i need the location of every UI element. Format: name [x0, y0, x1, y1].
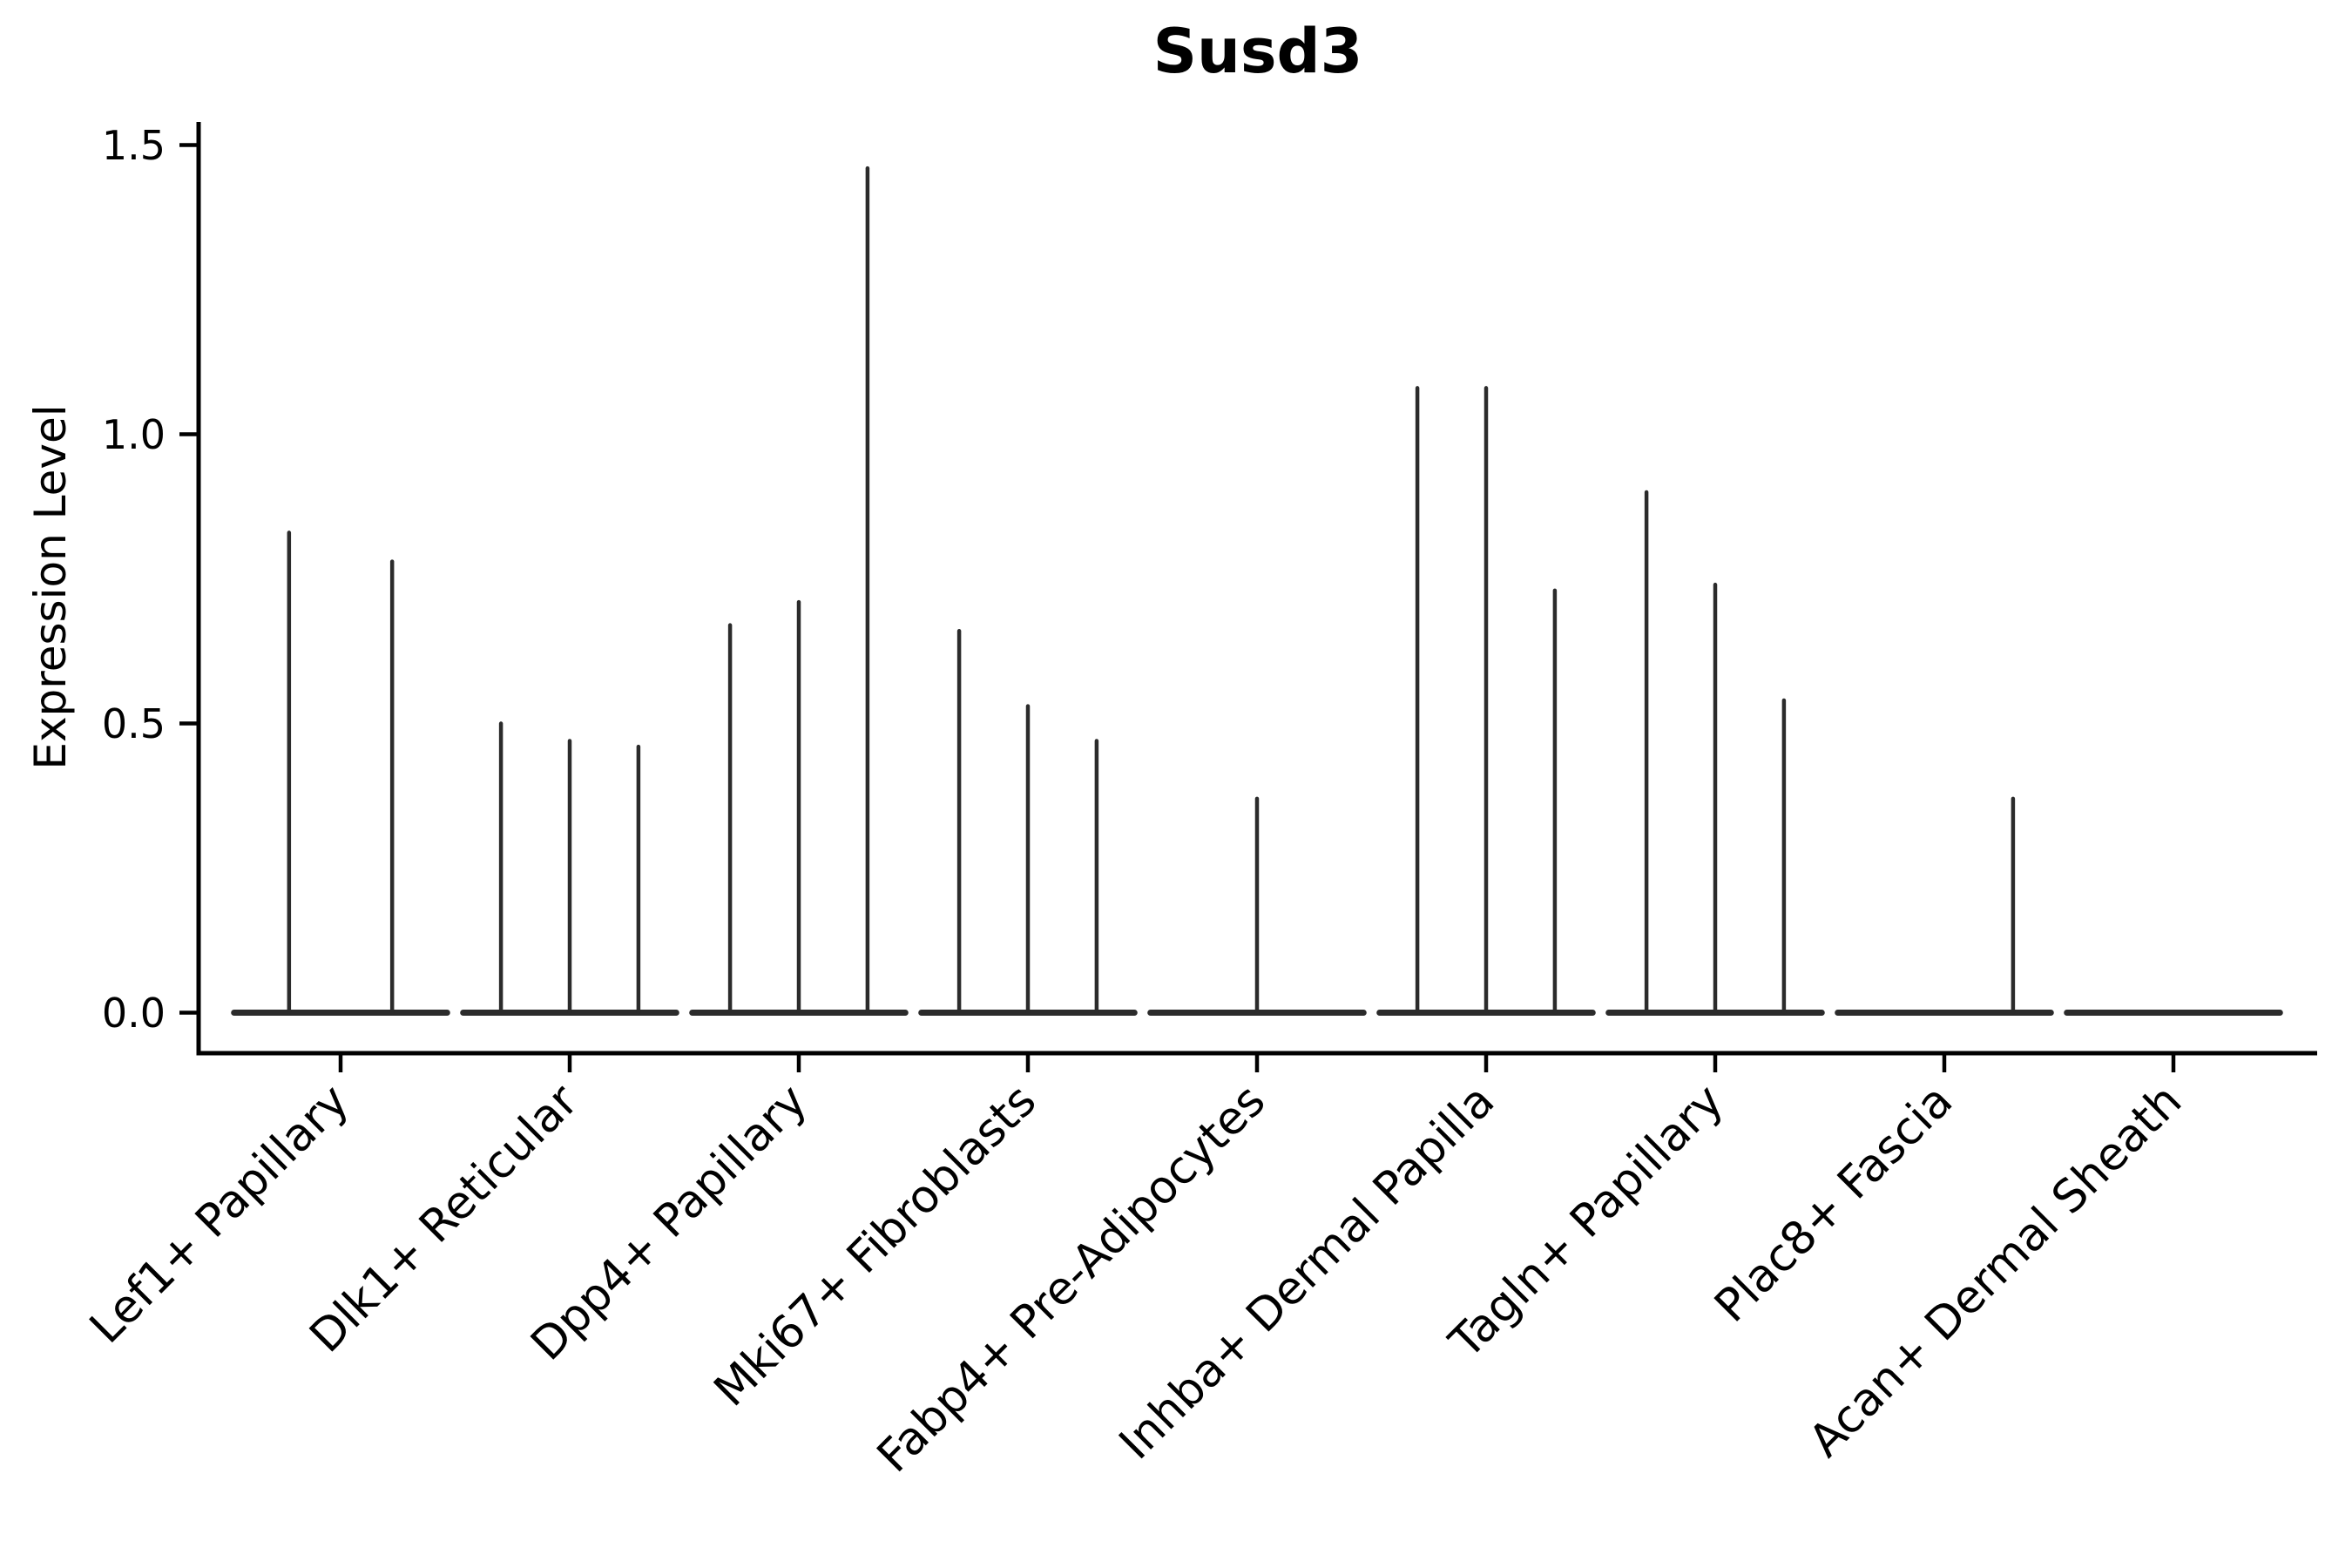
y-axis-label: Expression Level [25, 404, 76, 770]
y-tick-label: 1.0 [102, 411, 166, 458]
y-tick-label: 1.5 [102, 122, 166, 169]
x-category-label: Fabp4+ Pre-Adipocytes [868, 1075, 1275, 1483]
x-category-label: Acan+ Dermal Sheath [1800, 1075, 2193, 1468]
y-tick-label: 0.0 [102, 990, 166, 1037]
x-category-label: Inhba+ Dermal Papilla [1110, 1075, 1504, 1470]
y-tick-label: 0.5 [102, 700, 166, 747]
chart-title: Susd3 [1152, 16, 1363, 87]
x-category-label: Plac8+ Fascia [1705, 1075, 1963, 1333]
